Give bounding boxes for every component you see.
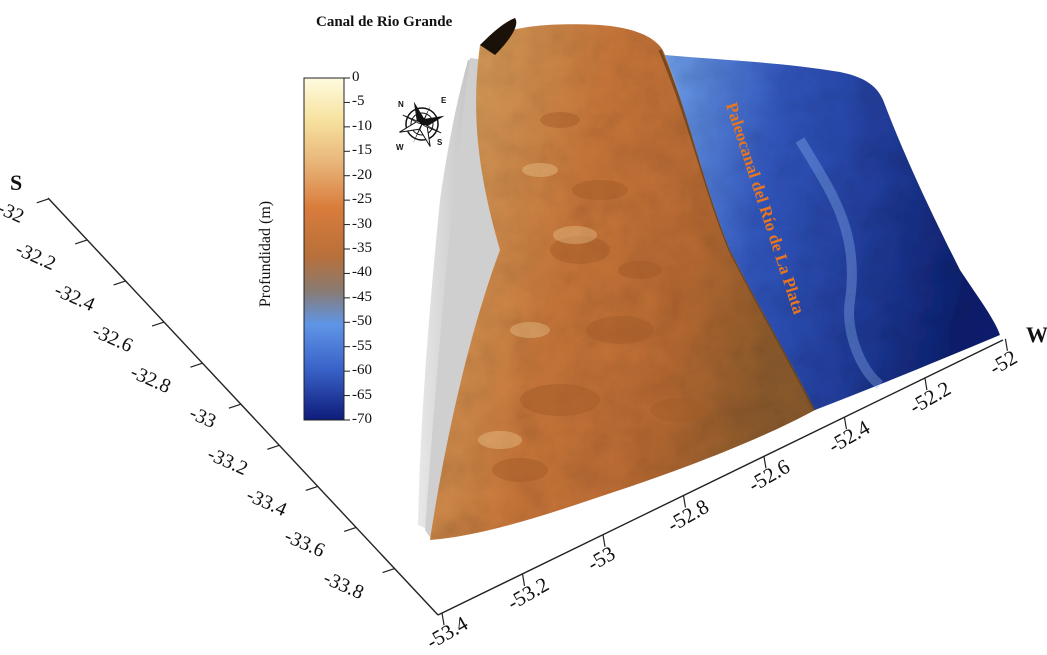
lat-tick-marks bbox=[36, 198, 395, 574]
colorbar-tick-label: -25 bbox=[352, 191, 372, 208]
colorbar-tick-label: -30 bbox=[352, 215, 372, 232]
lat-tick-mark bbox=[151, 321, 165, 327]
colorbar-tick-label: -5 bbox=[352, 93, 365, 110]
lon-tick-mark bbox=[843, 417, 848, 430]
compass-e-label: E bbox=[441, 96, 447, 105]
shelf-texture bbox=[492, 112, 710, 482]
compass-rose-icon bbox=[399, 101, 445, 147]
lat-tick-mark bbox=[228, 403, 242, 409]
compass-w-label: W bbox=[396, 143, 404, 152]
lon-tick-marks bbox=[441, 338, 1009, 626]
colorbar-tick-label: -70 bbox=[352, 411, 372, 427]
lon-tick-mark bbox=[441, 612, 445, 626]
lat-tick-mark bbox=[343, 526, 357, 533]
colorbar-tick-label: -45 bbox=[352, 288, 372, 305]
lat-tick-mark bbox=[190, 362, 203, 368]
colorbar-tick-label: -10 bbox=[352, 117, 372, 134]
colorbar-tick-label: 0 bbox=[352, 69, 360, 85]
lat-tick-mark bbox=[113, 280, 126, 286]
shelf-highlights bbox=[478, 163, 597, 449]
lat-tick-mark bbox=[305, 485, 318, 491]
colorbar-tick-label: -35 bbox=[352, 240, 372, 256]
lon-tick-mark bbox=[521, 573, 526, 586]
colorbar-tick-label: -65 bbox=[352, 386, 372, 403]
axis-frame bbox=[47, 197, 1004, 616]
channel-ridge bbox=[795, 137, 884, 389]
colorbar bbox=[303, 77, 345, 421]
lat-axis-letter: S bbox=[10, 170, 23, 195]
terrain-surface bbox=[418, 18, 1000, 540]
map-scene bbox=[36, 18, 1009, 626]
colorbar-title: Profundidad (m) bbox=[257, 200, 275, 308]
lon-axis-letter: W bbox=[1026, 322, 1047, 347]
lon-tick-mark bbox=[1004, 338, 1009, 351]
lon-tick-mark bbox=[682, 495, 687, 508]
canal-edge bbox=[480, 18, 517, 55]
lat-tick-mark bbox=[382, 568, 395, 574]
colorbar-tick-label: -40 bbox=[352, 264, 372, 281]
lon-tick-mark bbox=[924, 377, 928, 391]
colorbar-tick-label: -50 bbox=[352, 313, 372, 330]
lat-tick-mark bbox=[36, 198, 49, 204]
colorbar-tick-label: -15 bbox=[352, 142, 372, 159]
colorbar-tick-marks bbox=[344, 77, 350, 421]
colorbar-tick-label: -55 bbox=[352, 337, 372, 354]
canal-label: Canal de Rio Grande bbox=[316, 14, 453, 30]
compass-n-label: N bbox=[398, 100, 404, 109]
terrain-channel bbox=[665, 55, 1000, 410]
colorbar-tick-label: -20 bbox=[352, 166, 372, 183]
compass-s-label: S bbox=[437, 138, 443, 147]
lat-tick-mark bbox=[267, 444, 280, 450]
lat-tick-mark bbox=[75, 239, 88, 245]
lon-tick-mark bbox=[602, 534, 606, 547]
terrain-shelf bbox=[430, 24, 815, 540]
lon-tick-mark bbox=[763, 456, 767, 469]
shelf-break bbox=[658, 49, 817, 411]
colorbar-tick-label: -60 bbox=[352, 362, 372, 379]
